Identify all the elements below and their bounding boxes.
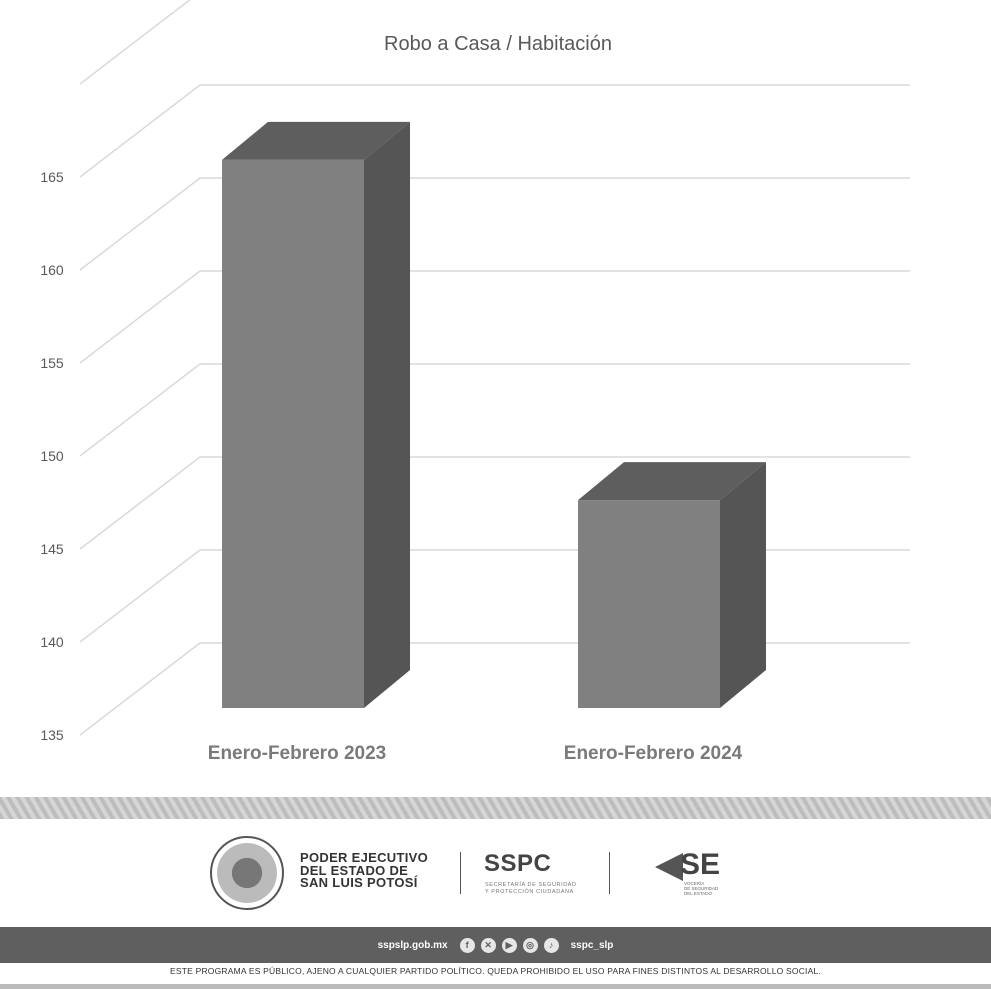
bottom-border [0,984,991,989]
decorative-band [0,797,991,819]
x-category-label: Enero-Febrero 2024 [564,743,743,764]
sspc-sub-2: Y PROTECCIÓN CIUDADANA [485,889,574,895]
se-subtitle: VOCERÍA DE SEGURIDAD DEL ESTADO [684,881,718,896]
social-bar: sspslp.gob.mx f ✕ ▶ ◎ ♪ sspc_slp [0,927,991,963]
youtube-icon[interactable]: ▶ [501,937,517,953]
bar-top [222,121,410,160]
y-tick-label: 150 [40,448,64,464]
y-tick-label: 140 [40,634,64,650]
x-icon[interactable]: ✕ [480,937,496,953]
se-sub-3: DEL ESTADO [684,891,713,896]
gridline-diagonal [79,84,201,178]
bar-side [720,462,766,708]
gridline-diagonal [79,642,201,736]
bar-top [578,462,766,501]
mexico-seal-logo [210,836,284,910]
bar [222,159,364,708]
gov-logo-text: PODER EJECUTIVO DEL ESTADO DE SAN LUIS P… [300,850,429,890]
logo-strip [0,819,991,926]
gridline-diagonal [79,177,201,271]
y-tick-label: 145 [40,541,64,557]
sspc-subtitle: SECRETARÍA DE SEGURIDAD Y PROTECCIÓN CIU… [485,882,577,896]
chart-title: Robo a Casa / Habitación [384,33,612,55]
tiktok-icon[interactable]: ♪ [543,937,559,953]
gov-line-3: SAN LUIS POTOSÍ [300,875,418,890]
divider [460,852,461,894]
y-tick-label: 155 [40,355,64,371]
gridline-diagonal [79,363,201,457]
bar [578,500,720,708]
se-sub-2: DE SEGURIDAD [684,886,719,891]
y-tick-label: 160 [40,262,64,278]
y-tick-label: 135 [40,727,64,743]
gridline-diagonal [79,456,201,550]
sspc-sub-1: SECRETARÍA DE SEGURIDAD [485,882,577,888]
legal-disclaimer: ESTE PROGRAMA ES PÚBLICO, AJENO A CUALQU… [170,966,821,976]
sspc-logo: SSPC [484,850,552,877]
bar-side [364,121,410,708]
y-tick-label: 165 [40,169,64,185]
gov-line-1: PODER EJECUTIVO [300,850,429,865]
gov-line-2: DEL ESTADO DE [300,862,409,878]
social-handle[interactable]: sspc_slp [570,939,614,951]
gridline-diagonal [79,0,191,85]
website-link[interactable]: sspslp.gob.mx [377,939,448,951]
gridline-diagonal [79,549,201,643]
se-sub-1: VOCERÍA [684,881,705,886]
bar-chart: Robo a Casa / Habitación 165 160 155 150 145… [40,0,910,764]
se-logo: SE [680,848,721,881]
instagram-icon[interactable]: ◎ [522,937,538,953]
divider [609,852,610,894]
x-category-label: Enero-Febrero 2023 [208,743,386,764]
gridline-diagonal [79,270,201,364]
se-arrow-icon [655,853,683,881]
facebook-icon[interactable]: f [459,937,475,953]
